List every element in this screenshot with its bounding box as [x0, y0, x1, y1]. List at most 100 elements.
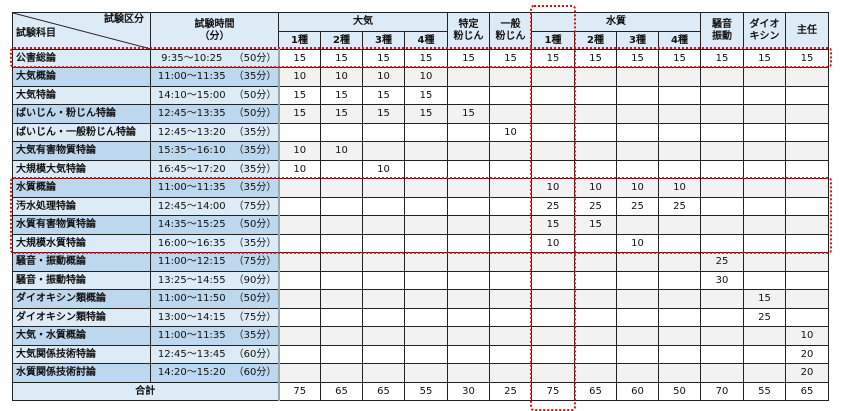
score-cell [658, 252, 701, 272]
time-cell: 14:35～15:25 [150, 215, 233, 235]
score-cell [278, 307, 321, 327]
score-cell [447, 344, 490, 364]
minutes-cell: （75分） [232, 196, 280, 216]
score-cell [700, 307, 744, 327]
score-cell [616, 122, 659, 142]
score-cell: 25 [700, 252, 744, 272]
subject-cell: 大気関係技術特論 [12, 344, 151, 364]
score-cell: 15 [320, 48, 363, 68]
suishitsu-4: 4種 [658, 30, 701, 50]
score-cell [616, 270, 659, 290]
subject-cell: 騒音・振動概論 [12, 252, 151, 272]
score-cell: 15 [616, 48, 659, 68]
score-cell [616, 363, 659, 383]
score-cell: 15 [278, 85, 321, 105]
score-cell [531, 289, 575, 309]
score-cell: 15 [658, 48, 701, 68]
corner-header: 試験区分 試験科目 [12, 12, 151, 50]
time-cell: 12:45～13:20 [150, 122, 233, 142]
score-cell [616, 289, 659, 309]
score-cell [447, 178, 490, 198]
total-cell: 65 [362, 381, 405, 401]
time-cell: 12:45～13:45 [150, 344, 233, 364]
table-row: ばいじん・一般粉じん特論 12:45～13:20 （35分） 10 [12, 122, 829, 142]
time-cell: 13:25～14:55 [150, 270, 233, 290]
minutes-cell: （50分） [232, 215, 280, 235]
time-cell: 11:00～12:15 [150, 252, 233, 272]
tokutei-line1: 特定 [458, 18, 479, 30]
score-cell [616, 104, 659, 124]
score-cell [743, 85, 786, 105]
score-cell [574, 289, 617, 309]
score-cell: 10 [531, 178, 575, 198]
score-cell [447, 159, 490, 179]
group-dioxin: ダイオ キシン [743, 12, 786, 50]
score-cell [320, 122, 363, 142]
score-cell: 10 [658, 178, 701, 198]
taiki-1: 1種 [278, 30, 321, 50]
score-cell: 15 [785, 48, 829, 68]
score-cell [489, 104, 532, 124]
score-cell: 10 [785, 326, 829, 346]
score-cell [743, 67, 786, 87]
score-cell: 25 [616, 196, 659, 216]
group-taiki: 大気 [278, 12, 448, 32]
score-cell [278, 363, 321, 383]
score-cell [447, 270, 490, 290]
score-cell [362, 307, 405, 327]
score-cell: 15 [574, 48, 617, 68]
score-cell: 15 [700, 48, 744, 68]
suishitsu-1: 1種 [531, 30, 575, 50]
subject-cell: 大気特論 [12, 85, 151, 105]
score-cell [447, 85, 490, 105]
time-header: 試験時間 （分） [150, 12, 279, 50]
score-cell [489, 141, 532, 161]
time-cell: 14:20～15:20 [150, 363, 233, 383]
time-unit: （分） [199, 30, 230, 42]
total-cell: 75 [531, 381, 575, 401]
taiki-4: 4種 [404, 30, 448, 50]
subject-cell: 水質概論 [12, 178, 151, 198]
score-cell [531, 141, 575, 161]
score-cell [658, 85, 701, 105]
score-cell [489, 196, 532, 216]
group-ippan: 一般 粉じん [489, 12, 532, 50]
table-row: 大気特論 14:10～15:00 （50分） 15 15 15 15 [12, 85, 829, 105]
subject-cell: ばいじん・粉じん特論 [12, 104, 151, 124]
score-cell: 15 [362, 104, 405, 124]
table-row: ダイオキシン類特論 13:00～14:15 （75分） 25 [12, 307, 829, 327]
minutes-cell: （35分） [232, 233, 280, 253]
score-cell [404, 252, 448, 272]
score-cell [320, 344, 363, 364]
score-cell: 15 [320, 104, 363, 124]
score-cell [404, 233, 448, 253]
score-cell: 10 [278, 141, 321, 161]
score-cell [278, 270, 321, 290]
group-suishitsu: 水質 [531, 12, 701, 32]
total-cell: 60 [616, 381, 659, 401]
score-cell [743, 196, 786, 216]
table-row: 公害総論 9:35～10:25 （50分） 15 15 15 15 15 15 15 15 15 15 1… [12, 48, 829, 68]
score-cell [616, 85, 659, 105]
score-cell [404, 196, 448, 216]
table-row: 騒音・振動概論 11:00～12:15 （75分） 25 [12, 252, 829, 272]
total-cell: 65 [320, 381, 363, 401]
subject-label: 試験科目 [16, 28, 56, 39]
minutes-cell: （35分） [232, 141, 280, 161]
score-cell [700, 326, 744, 346]
group-shunin: 主任 [785, 12, 829, 50]
time-cell: 11:00～11:35 [150, 178, 233, 198]
time-cell: 9:35～10:25 [150, 48, 233, 68]
table-row: 騒音・振動特論 13:25～14:55 （90分） 30 [12, 270, 829, 290]
score-cell [278, 215, 321, 235]
score-cell [658, 307, 701, 327]
score-cell [700, 141, 744, 161]
score-cell: 10 [404, 67, 448, 87]
score-cell [531, 344, 575, 364]
table-row: 水質概論 11:00～11:35 （35分） 10 10 10 10 [12, 178, 829, 198]
score-cell [320, 233, 363, 253]
score-cell [278, 122, 321, 142]
score-cell: 15 [447, 48, 490, 68]
score-cell: 15 [574, 215, 617, 235]
total-cell: 55 [404, 381, 448, 401]
